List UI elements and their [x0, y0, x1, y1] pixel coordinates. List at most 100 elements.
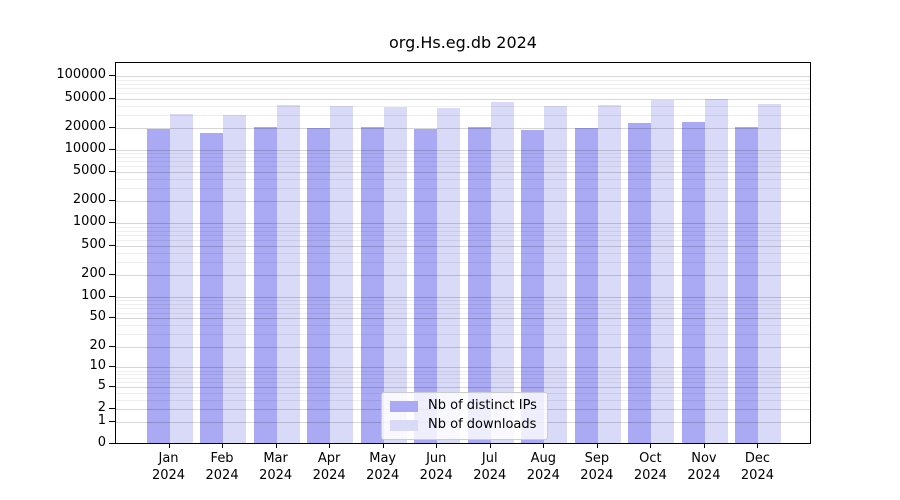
x-tick-label-month-sep: Sep [584, 451, 610, 466]
x-tick-mark-aug [543, 444, 545, 448]
y-tick-label-50000: 50000 [64, 89, 106, 105]
distinct-ips-swatch-icon [390, 400, 418, 412]
bar-distinct-ips-feb [200, 132, 224, 443]
bar-distinct-ips-nov [681, 122, 705, 443]
legend: Nb of distinct IPs Nb of downloads [381, 392, 548, 440]
bar-downloads-aug [544, 106, 568, 443]
legend-label-downloads: Nb of downloads [428, 417, 537, 432]
y-tick-mark-20000 [109, 126, 115, 128]
y-tick-label-20: 20 [89, 337, 106, 353]
y-tick-mark-2 [109, 407, 115, 409]
x-tick-label-month-nov: Nov [691, 451, 717, 466]
y-tick-mark-20 [109, 345, 115, 347]
x-tick-label-year-jun: 2024 [419, 468, 453, 483]
bar-distinct-ips-jul [467, 127, 491, 443]
x-tick-label-year-nov: 2024 [687, 468, 721, 483]
bar-downloads-may [383, 106, 407, 443]
bar-downloads-oct [651, 99, 675, 443]
x-tick-label-year-dec: 2024 [740, 468, 774, 483]
bar-distinct-ips-dec [735, 126, 759, 443]
bar-distinct-ips-mar [253, 127, 277, 443]
x-tick-label-month-apr: Apr [317, 451, 341, 466]
x-tick-label-year-jul: 2024 [473, 468, 507, 483]
bar-downloads-nov [704, 98, 728, 443]
plot-area [115, 62, 811, 444]
y-tick-mark-50 [109, 317, 115, 319]
y-tick-mark-5000 [109, 171, 115, 173]
bar-downloads-sep [597, 104, 621, 443]
legend-item-downloads: Nb of downloads [390, 417, 537, 433]
bar-downloads-apr [330, 106, 354, 443]
bars-layer [116, 63, 810, 443]
x-tick-label-year-mar: 2024 [259, 468, 293, 483]
x-tick-label-month-aug: Aug [530, 451, 556, 466]
x-tick-label-month-may: May [369, 451, 397, 466]
x-tick-mark-dec [757, 444, 759, 448]
bar-downloads-mar [276, 104, 300, 443]
x-tick-label-year-jan: 2024 [151, 468, 186, 483]
x-tick-label-month-dec: Dec [744, 451, 771, 466]
x-tick-label-year-feb: 2024 [205, 468, 239, 483]
bar-distinct-ips-jun [414, 128, 438, 443]
legend-label-distinct-ips: Nb of distinct IPs [428, 398, 537, 413]
x-tick-label-month-mar: Mar [263, 451, 288, 466]
bar-distinct-ips-aug [521, 129, 545, 443]
y-tick-mark-100000 [109, 75, 115, 77]
y-tick-mark-0 [109, 443, 115, 444]
x-tick-mark-nov [703, 444, 705, 448]
bar-distinct-ips-sep [574, 128, 598, 443]
x-tick-label-year-may: 2024 [366, 468, 400, 483]
x-tick-mark-mar [275, 444, 277, 448]
x-tick-label-year-sep: 2024 [580, 468, 614, 483]
x-tick-label-year-aug: 2024 [526, 468, 560, 483]
x-tick-label-month-feb: Feb [210, 451, 234, 466]
x-tick-mark-apr [329, 444, 331, 448]
x-tick-label-month-oct: Oct [639, 451, 662, 466]
chart-title: org.Hs.eg.db 2024 [389, 33, 537, 52]
x-tick-mark-may [382, 444, 384, 448]
x-tick-mark-feb [222, 444, 224, 448]
bar-distinct-ips-oct [628, 123, 652, 443]
y-tick-label-1000: 1000 [72, 214, 106, 230]
y-tick-mark-500 [109, 244, 115, 246]
x-tick-mark-jun [436, 444, 438, 448]
y-tick-label-2000: 2000 [72, 192, 106, 208]
bar-downloads-dec [758, 103, 782, 443]
x-tick-mark-oct [650, 444, 652, 448]
y-tick-label-5: 5 [97, 377, 106, 393]
y-tick-mark-1000 [109, 222, 115, 224]
y-tick-label-100: 100 [81, 287, 106, 303]
x-tick-label-month-jun: Jun [426, 451, 447, 466]
y-tick-label-5000: 5000 [72, 163, 106, 179]
x-tick-label-year-oct: 2024 [633, 468, 667, 483]
y-tick-mark-200 [109, 273, 115, 275]
x-tick-mark-jan [168, 444, 170, 448]
bar-downloads-jan [169, 113, 193, 443]
y-tick-label-0: 0 [97, 435, 106, 450]
x-tick-mark-sep [596, 444, 598, 448]
y-tick-label-10000: 10000 [64, 140, 106, 156]
y-tick-mark-10000 [109, 148, 115, 150]
y-tick-label-20000: 20000 [64, 118, 106, 134]
legend-item-distinct-ips: Nb of distinct IPs [390, 398, 537, 414]
x-tick-label-year-apr: 2024 [312, 468, 346, 483]
bar-distinct-ips-apr [307, 128, 331, 443]
bar-distinct-ips-may [360, 127, 384, 443]
y-tick-mark-10 [109, 366, 115, 368]
bar-downloads-jun [437, 107, 461, 443]
y-tick-mark-5 [109, 385, 115, 387]
downloads-swatch-icon [390, 419, 418, 431]
x-tick-mark-jul [489, 444, 491, 448]
y-tick-label-2: 2 [97, 399, 106, 415]
x-tick-label-month-jul: Jul [481, 451, 498, 466]
bar-distinct-ips-jan [146, 129, 170, 443]
y-tick-label-1: 1 [97, 412, 106, 428]
y-tick-label-50: 50 [89, 309, 106, 325]
y-tick-label-200: 200 [81, 265, 106, 281]
y-tick-label-10: 10 [89, 358, 106, 374]
y-tick-mark-100 [109, 295, 115, 297]
y-tick-label-100000: 100000 [56, 67, 106, 83]
y-tick-mark-50000 [109, 97, 115, 99]
x-tick-label-month-jan: Jan [158, 451, 179, 466]
